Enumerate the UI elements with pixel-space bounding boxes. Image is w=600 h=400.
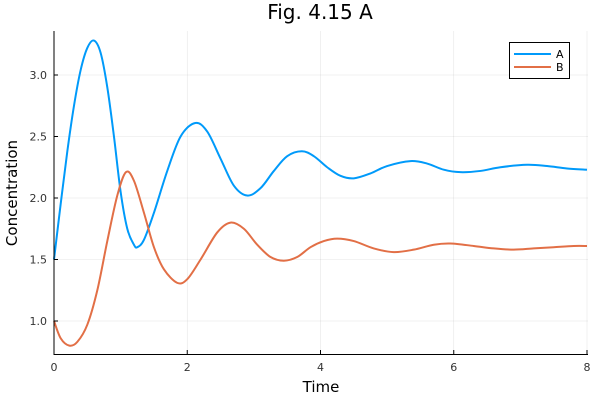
y-tick-label: 2.5 [30,131,48,144]
series-line-b [53,170,588,347]
x-tick-label: 2 [184,361,191,374]
x-tick-label: 6 [450,361,457,374]
legend-label-b: B [556,61,564,74]
y-tick-label: 1.5 [30,254,48,267]
x-tick-label: 4 [317,361,324,374]
y-tick-label: 1.0 [30,315,48,328]
legend-box [509,42,570,79]
axes [53,31,588,355]
x-ticks: 0 2 4 6 8 [51,350,591,374]
legend-label-a: A [556,48,564,61]
y-axis-label: Concentration [3,140,21,246]
x-axis-label: Time [302,378,340,396]
chart-title: Fig. 4.15 A [267,0,373,24]
x-tick-label: 8 [584,361,591,374]
y-tick-label: 2.0 [30,192,48,205]
x-tick-label: 0 [51,361,58,374]
series-lines [53,39,588,347]
grid-lines [53,31,588,354]
legend: A B [509,42,570,79]
series-line-a [53,39,588,260]
y-tick-label: 3.0 [30,69,48,82]
y-ticks: 1.0 1.5 2.0 2.5 3.0 [30,69,58,328]
